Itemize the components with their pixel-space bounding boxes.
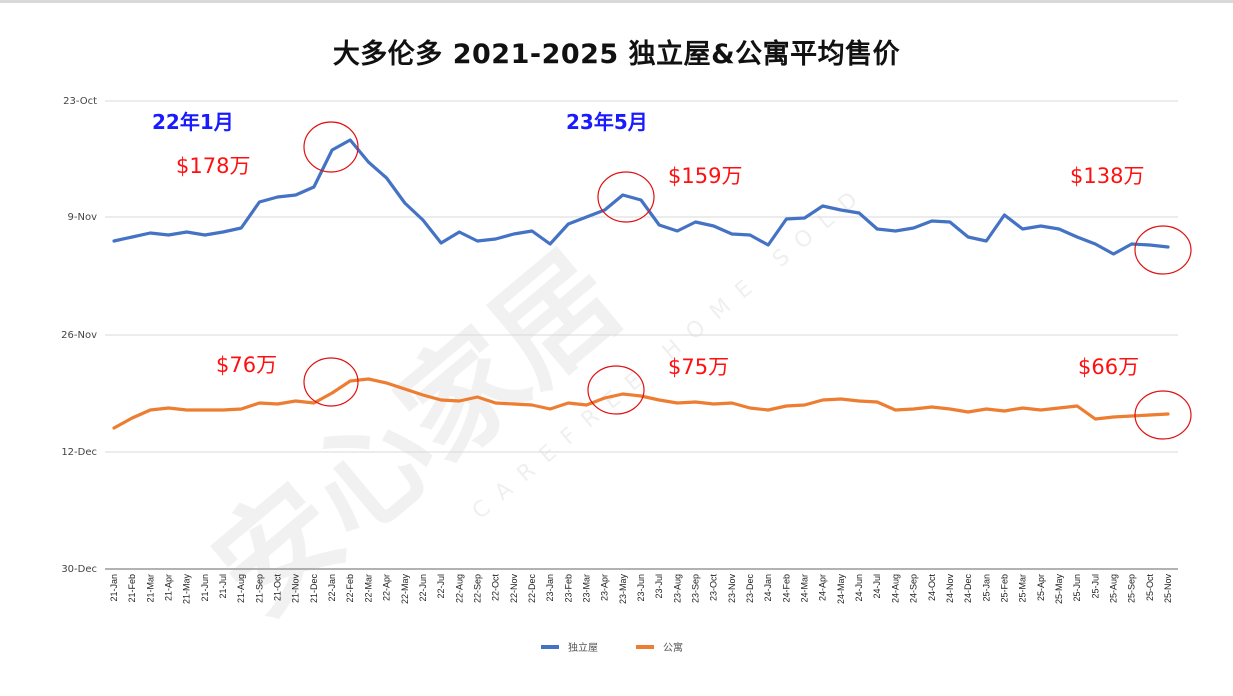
- legend-label: 公寓: [663, 641, 683, 654]
- x-tick-label: 22-Jun: [418, 574, 428, 602]
- y-tick-label: 30-Dec: [61, 564, 97, 575]
- x-tick-label: 23-Aug: [672, 574, 682, 603]
- date-annotation: 22年1月: [152, 110, 234, 134]
- highlight-circle: [1134, 390, 1192, 440]
- x-tick-label: 22-Jan: [327, 574, 337, 602]
- x-tick-label: 24-Jul: [872, 574, 882, 599]
- x-tick-label: 21-Jun: [200, 574, 210, 602]
- x-tick-label: 22-Jul: [436, 574, 446, 599]
- window-top-border: [0, 0, 1233, 3]
- x-tick-label: 23-Jan: [545, 574, 555, 602]
- x-tick-label: 23-Dec: [745, 574, 755, 604]
- x-tick-label: 25-Mar: [1018, 574, 1028, 603]
- highlight-circle: [1134, 225, 1192, 275]
- price-annotation: $138万: [1070, 164, 1144, 188]
- x-tick-label: 23-Apr: [600, 574, 610, 601]
- x-tick-label: 22-Mar: [363, 574, 373, 603]
- data-series: [112, 138, 1170, 430]
- x-tick-label: 23-Mar: [581, 574, 591, 603]
- x-tick-label: 25-Jul: [1090, 574, 1100, 599]
- legend: 独立屋 公寓: [541, 641, 683, 654]
- x-tick-label: 21-Dec: [309, 574, 319, 604]
- x-tick-label: 21-Apr: [164, 574, 174, 601]
- legend-swatch-condo: [636, 645, 654, 649]
- chart-title: 大多伦多 2021-2025 独立屋&公寓平均售价: [332, 39, 901, 70]
- x-tick-label: 22-Aug: [454, 574, 464, 603]
- y-tick-label: 12-Dec: [61, 447, 97, 458]
- x-tick-label: 21-Sep: [254, 574, 264, 603]
- highlight-circle: [303, 357, 359, 407]
- price-annotation: $66万: [1078, 355, 1139, 379]
- price-annotation: $159万: [668, 164, 742, 188]
- x-tick-label: 25-Sep: [1127, 574, 1137, 603]
- x-tick-label: 25-Jan: [981, 574, 991, 602]
- date-annotation: 23年5月: [566, 110, 648, 134]
- x-tick-label: 24-Dec: [963, 574, 973, 604]
- y-tick-label: 26-Nov: [61, 330, 97, 341]
- x-tick-label: 22-Dec: [527, 574, 537, 604]
- x-tick-label: 25-Feb: [999, 574, 1009, 603]
- price-annotation: $75万: [668, 355, 729, 379]
- x-tick-label: 21-Jul: [218, 574, 228, 599]
- x-tick-label: 21-May: [182, 574, 192, 605]
- x-tick-label: 22-Sep: [472, 574, 482, 603]
- x-tick-label: 24-Aug: [890, 574, 900, 603]
- x-tick-label: 25-Jun: [1072, 574, 1082, 602]
- x-tick-label: 23-Oct: [709, 574, 719, 602]
- price-annotation: $178万: [176, 154, 250, 178]
- y-axis-ticks: 23-Oct 9-Nov 26-Nov 12-Dec 30-Dec: [61, 96, 97, 575]
- gridlines: [105, 100, 1178, 570]
- highlight-circle: [597, 171, 655, 223]
- highlight-circles: [303, 121, 1192, 440]
- x-tick-label: 23-Sep: [691, 574, 701, 603]
- x-tick-label: 24-Nov: [945, 574, 955, 604]
- x-tick-label: 21-Feb: [127, 574, 137, 603]
- x-tick-label: 23-May: [618, 574, 628, 605]
- x-tick-label: 21-Jan: [109, 574, 119, 602]
- x-tick-label: 24-Mar: [800, 574, 810, 603]
- x-tick-label: 21-Aug: [236, 574, 246, 603]
- annotations: 22年1月 $178万 23年5月 $159万 $138万 $76万 $75万 $66万: [152, 110, 1144, 379]
- x-tick-label: 23-Nov: [727, 574, 737, 604]
- x-tick-label: 21-Oct: [273, 574, 283, 602]
- x-tick-label: 22-Feb: [345, 574, 355, 603]
- x-tick-label: 24-Sep: [909, 574, 919, 603]
- x-tick-label: 25-Apr: [1036, 574, 1046, 601]
- y-tick-label: 9-Nov: [68, 212, 98, 223]
- x-tick-label: 25-Aug: [1108, 574, 1118, 603]
- legend-swatch-detached: [541, 645, 559, 649]
- x-tick-label: 24-Oct: [927, 574, 937, 602]
- highlight-circle: [303, 121, 359, 173]
- price-annotation: $76万: [216, 353, 277, 377]
- x-tick-label: 22-Oct: [491, 574, 501, 602]
- legend-label: 独立屋: [568, 641, 598, 654]
- condo-line: [112, 377, 1170, 430]
- x-tick-label: 24-Apr: [818, 574, 828, 601]
- x-tick-label: 22-May: [400, 574, 410, 605]
- x-tick-label: 24-Jan: [763, 574, 773, 602]
- x-tick-label: 23-Jul: [654, 574, 664, 599]
- highlight-circle: [587, 365, 645, 415]
- x-axis-ticks: 21-Jan 21-Feb 21-Mar 21-Apr 21-May 21-Jun 21-J…: [109, 574, 1173, 605]
- y-tick-label: 23-Oct: [63, 96, 97, 107]
- x-tick-label: 22-Apr: [382, 574, 392, 601]
- x-tick-label: 25-Oct: [1145, 574, 1155, 602]
- x-tick-label: 24-Feb: [781, 574, 791, 603]
- x-tick-label: 21-Mar: [145, 574, 155, 603]
- x-tick-label: 25-May: [1054, 574, 1064, 605]
- x-tick-label: 25-Nov: [1163, 574, 1173, 604]
- detached-house-line: [112, 138, 1170, 256]
- x-tick-label: 23-Feb: [563, 574, 573, 603]
- x-tick-label: 24-May: [836, 574, 846, 605]
- x-tick-label: 23-Jun: [636, 574, 646, 602]
- x-tick-label: 24-Jun: [854, 574, 864, 602]
- x-tick-label: 22-Nov: [509, 574, 519, 604]
- x-tick-label: 21-Nov: [291, 574, 301, 604]
